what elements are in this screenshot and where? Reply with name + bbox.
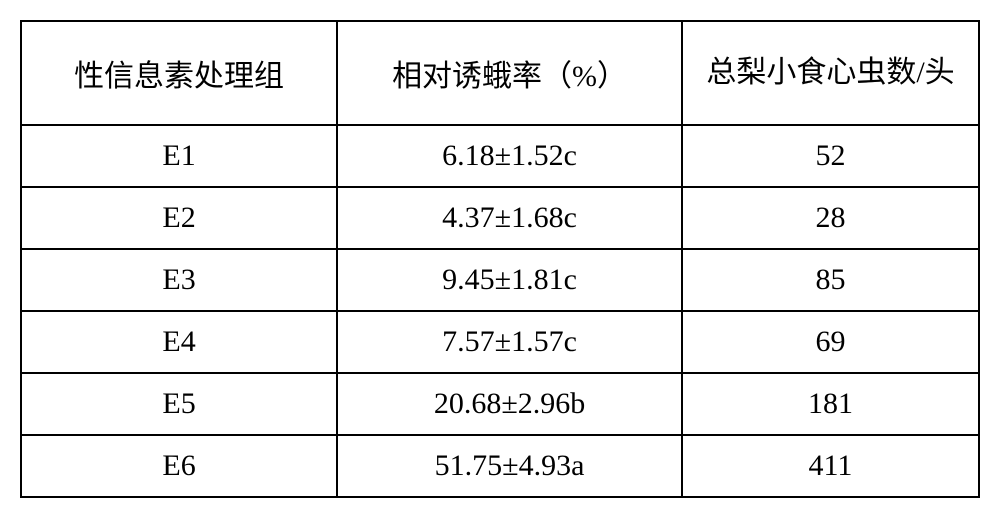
cell-rate: 6.18±1.52c: [337, 125, 682, 187]
cell-count: 52: [682, 125, 979, 187]
table-body: E1 6.18±1.52c 52 E2 4.37±1.68c 28 E3 9.4…: [21, 125, 979, 497]
cell-rate: 51.75±4.93a: [337, 435, 682, 497]
cell-group: E5: [21, 373, 337, 435]
cell-rate: 9.45±1.81c: [337, 249, 682, 311]
table-row: E4 7.57±1.57c 69: [21, 311, 979, 373]
cell-group: E6: [21, 435, 337, 497]
table-row: E3 9.45±1.81c 85: [21, 249, 979, 311]
column-header-rate: 相对诱蛾率（%）: [337, 21, 682, 125]
table-row: E5 20.68±2.96b 181: [21, 373, 979, 435]
table-header-row: 性信息素处理组 相对诱蛾率（%） 总梨小食心虫数/头: [21, 21, 979, 125]
table-row: E6 51.75±4.93a 411: [21, 435, 979, 497]
table-row: E2 4.37±1.68c 28: [21, 187, 979, 249]
column-header-group: 性信息素处理组: [21, 21, 337, 125]
table-row: E1 6.18±1.52c 52: [21, 125, 979, 187]
cell-rate: 20.68±2.96b: [337, 373, 682, 435]
cell-rate: 4.37±1.68c: [337, 187, 682, 249]
pheromone-data-table: 性信息素处理组 相对诱蛾率（%） 总梨小食心虫数/头 E1 6.18±1.52c…: [20, 20, 980, 498]
cell-count: 28: [682, 187, 979, 249]
cell-group: E3: [21, 249, 337, 311]
cell-count: 181: [682, 373, 979, 435]
cell-count: 411: [682, 435, 979, 497]
cell-group: E1: [21, 125, 337, 187]
data-table-container: 性信息素处理组 相对诱蛾率（%） 总梨小食心虫数/头 E1 6.18±1.52c…: [20, 20, 980, 498]
cell-count: 85: [682, 249, 979, 311]
cell-group: E4: [21, 311, 337, 373]
cell-group: E2: [21, 187, 337, 249]
cell-rate: 7.57±1.57c: [337, 311, 682, 373]
column-header-count: 总梨小食心虫数/头: [682, 21, 979, 125]
cell-count: 69: [682, 311, 979, 373]
